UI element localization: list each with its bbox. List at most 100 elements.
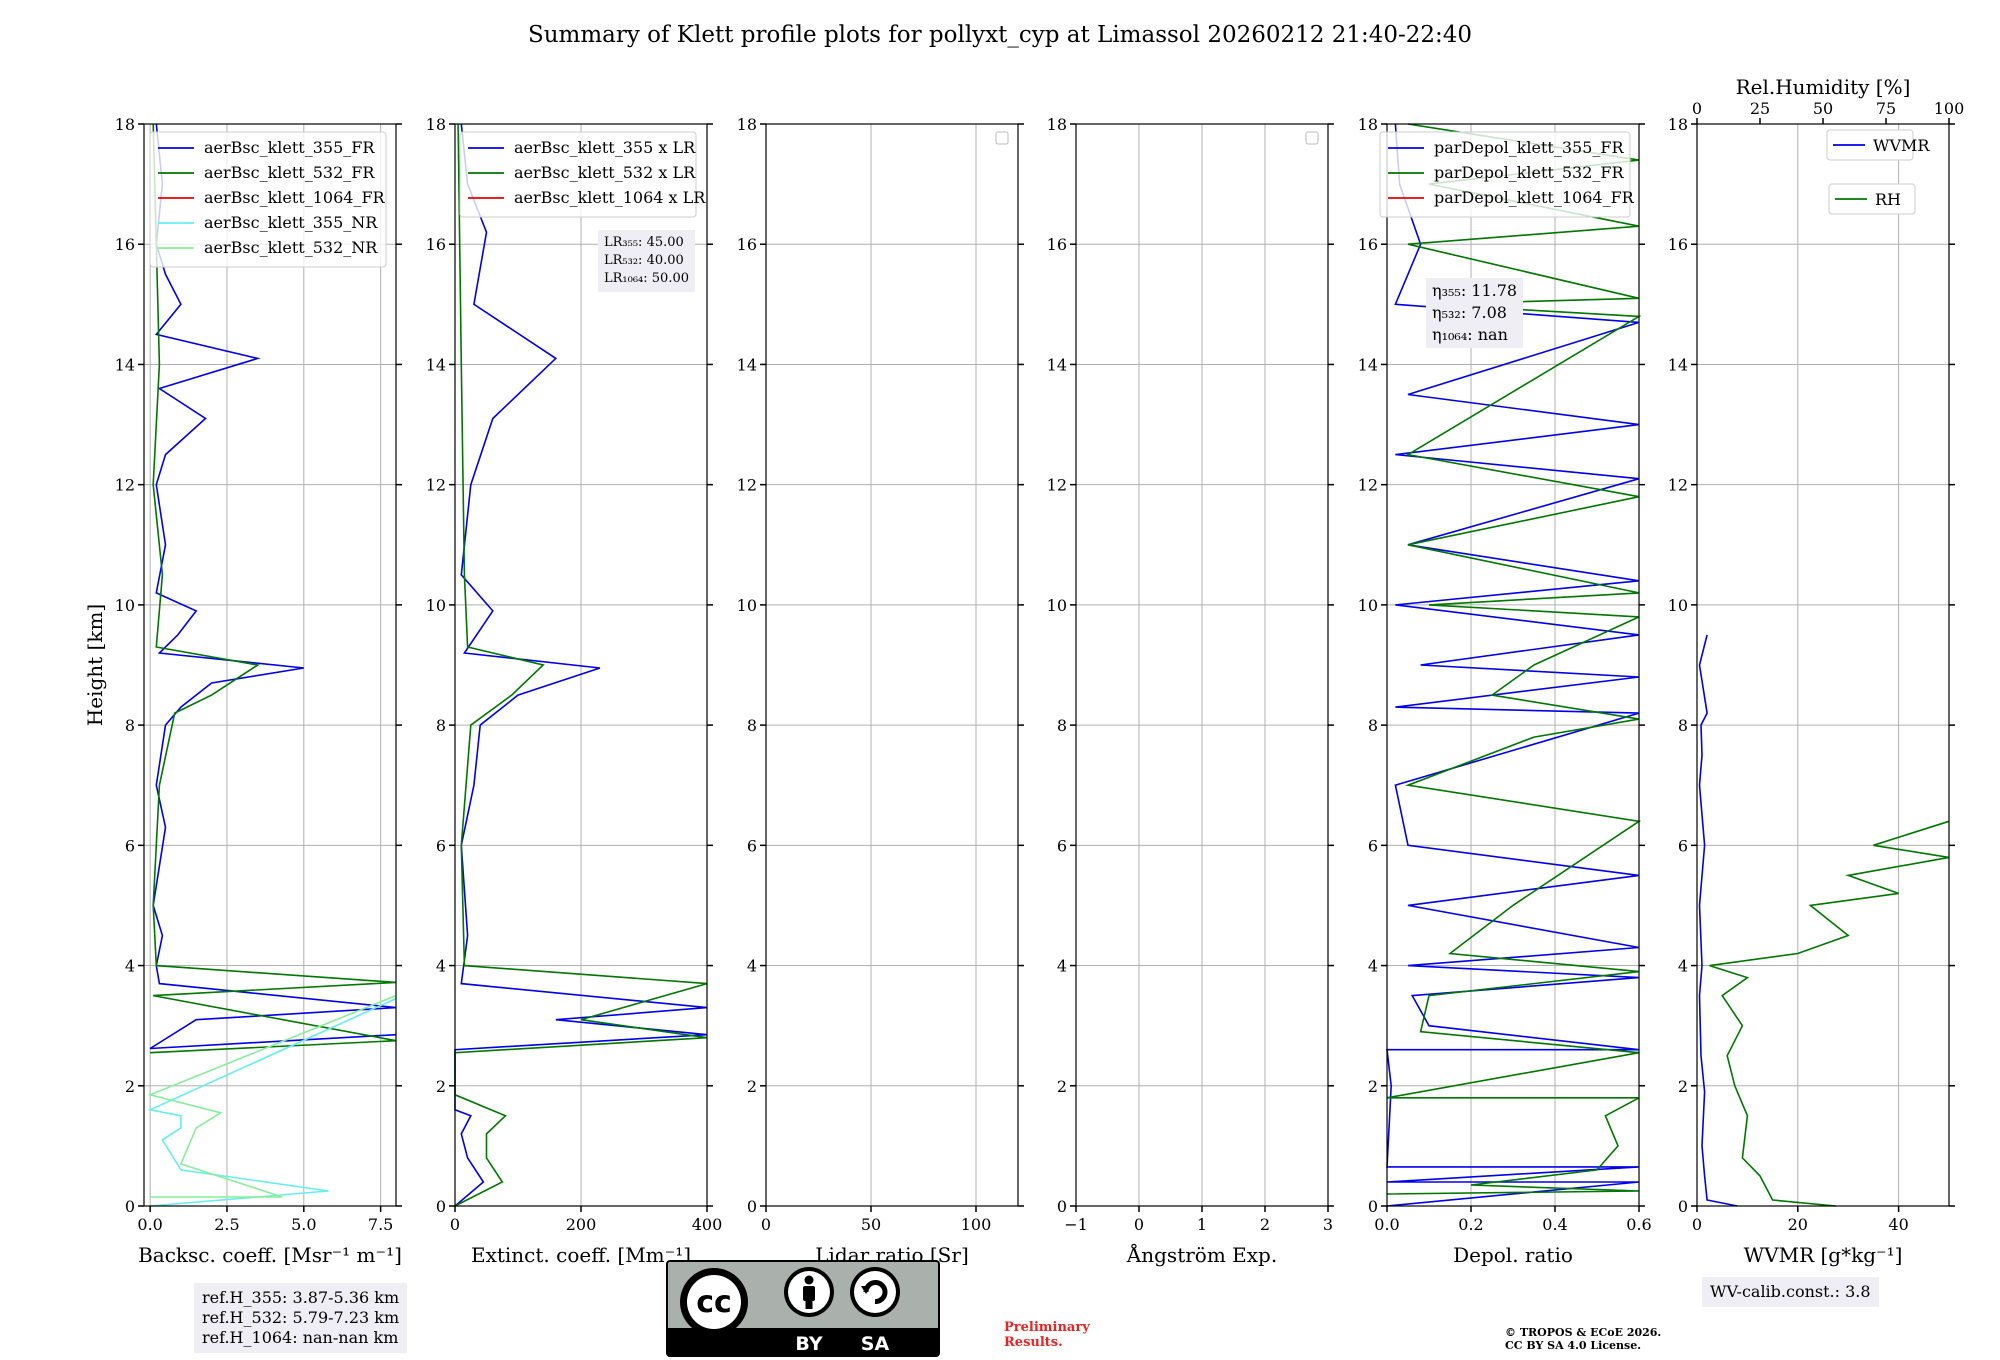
legend-entry: aerBsc_klett_355_NR (204, 213, 378, 232)
y-tick-label: 0 (436, 1197, 446, 1216)
x-tick-label: 20 (1788, 1215, 1808, 1234)
preliminary-note: Preliminary Results. (1004, 1320, 1090, 1350)
copyright-line-1: © TROPOS & ECoE 2026. (1505, 1326, 1662, 1339)
legend-box (459, 131, 697, 218)
y-tick-label: 4 (747, 957, 757, 976)
eta-532: η₅₃₂: 7.08 (1432, 303, 1507, 322)
legend-entry: parDepol_klett_355_FR (1434, 138, 1625, 157)
legend-entry: RH (1875, 190, 1901, 209)
legend-entry: aerBsc_klett_532_NR (204, 238, 378, 257)
x-tick-label: 200 (566, 1215, 597, 1234)
x-tick-label: 100 (961, 1215, 992, 1234)
y-tick-label: 14 (115, 355, 135, 374)
series-line-aerBsc_klett_532_FR (150, 123, 397, 1054)
preliminary-line-2: Results. (1004, 1335, 1063, 1350)
x-tick-label: 7.5 (368, 1215, 393, 1234)
y-tick-label: 4 (125, 957, 135, 976)
y-tick-label: 2 (1368, 1077, 1378, 1096)
y-tick-label: 2 (1678, 1077, 1688, 1096)
eta-355: η₃₅₅: 11.78 (1432, 281, 1518, 300)
y-tick-label: 16 (1047, 235, 1067, 254)
x-axis-label: Extinct. coeff. [Mm⁻¹] (471, 1243, 691, 1267)
y-tick-label: 4 (1368, 957, 1378, 976)
eta-1064: η₁₀₆₄: nan (1432, 325, 1508, 344)
x-axis-label: WVMR [g*kg⁻¹] (1744, 1243, 1903, 1267)
series-line-aerBsc_klett_355_FR (149, 123, 397, 1050)
series-line-WVMR (1698, 634, 1738, 1207)
y-tick-label: 6 (1678, 836, 1688, 855)
x-axis-label: Backsc. coeff. [Msr⁻¹ m⁻¹] (138, 1243, 402, 1267)
y-tick-label: 4 (1678, 957, 1688, 976)
y-tick-label: 10 (1358, 596, 1378, 615)
copyright-line-2: CC BY SA 4.0 License. (1505, 1339, 1642, 1352)
y-tick-label: 4 (436, 957, 446, 976)
series-line-parDepol_klett_355_FR (1386, 123, 1640, 1207)
empty-legend-box (1305, 131, 1319, 145)
legend-entry: aerBsc_klett_1064_FR (204, 188, 386, 207)
y-tick-label: 8 (125, 716, 135, 735)
x-tick-label: 0 (450, 1215, 460, 1234)
y-tick-label: 8 (436, 716, 446, 735)
legend: WVMR RH (1826, 129, 1930, 215)
y-tick-label: 6 (125, 836, 135, 855)
top-x-tick-label: 0 (1692, 99, 1702, 118)
ref-height-532: ref.H_532: 5.79-7.23 km (202, 1308, 400, 1327)
y-tick-label: 10 (115, 596, 135, 615)
legend: aerBsc_klett_355_FR aerBsc_klett_532_FRae… (149, 131, 387, 268)
top-x-tick-label: 100 (1934, 99, 1965, 118)
y-tick-label: 18 (1047, 115, 1067, 134)
legend-box (149, 131, 387, 268)
x-tick-label: 0.2 (1458, 1215, 1483, 1234)
legend-entry: aerBsc_klett_532 x LR (514, 163, 696, 182)
wv-calibration-box: WV-calib.const.: 3.8 (1702, 1277, 1879, 1307)
lidar-ratio-box: LR₃₅₅: 45.00 LR₅₃₂: 40.00 LR₁₀₆₄: 50.00 (598, 230, 695, 292)
y-tick-label: 14 (737, 355, 757, 374)
y-tick-label: 8 (1368, 716, 1378, 735)
y-tick-label: 16 (1668, 235, 1688, 254)
ref-height-355: ref.H_355: 3.87-5.36 km (202, 1288, 400, 1307)
x-axis-label: Ångström Exp. (1126, 1242, 1277, 1267)
plot-frame (1696, 123, 1950, 1207)
y-tick-label: 18 (426, 115, 446, 134)
legend-entry: WVMR (1873, 136, 1930, 155)
y-tick-label: 18 (1668, 115, 1688, 134)
x-tick-label: 0.0 (1374, 1215, 1399, 1234)
x-tick-label: 400 (692, 1215, 723, 1234)
y-tick-label: 6 (1057, 836, 1067, 855)
top-axis-label: Rel.Humidity [%] (1736, 75, 1911, 99)
y-tick-label: 8 (1678, 716, 1688, 735)
x-tick-label: 0 (1134, 1215, 1144, 1234)
panel-backscatter: 0 2 4 6 8 10 12 14 16 18 0.0 2.5 5.0 7.5 Backsc. coeff… (115, 115, 402, 1267)
x-tick-label: 1 (1197, 1215, 1207, 1234)
y-tick-label: 10 (426, 596, 446, 615)
y-tick-label: 18 (115, 115, 135, 134)
series-line-parDepol_klett_532_FR (1386, 123, 1642, 1195)
y-tick-label: 10 (737, 596, 757, 615)
x-tick-label: 0.6 (1626, 1215, 1651, 1234)
x-tick-label: 0 (1692, 1215, 1702, 1234)
copyright-note: © TROPOS & ECoE 2026. CC BY SA 4.0 Licen… (1505, 1326, 1661, 1352)
y-tick-label: 10 (1047, 596, 1067, 615)
eta-calibration-box: η₃₅₅: 11.78 η₅₃₂: 7.08 η₁₀₆₄: nan (1426, 278, 1524, 348)
legend-box (1826, 129, 1914, 161)
y-tick-label: 4 (1057, 957, 1067, 976)
x-tick-label: 0 (761, 1215, 771, 1234)
lr-1064: LR₁₀₆₄: 50.00 (604, 271, 689, 286)
y-tick-label: 18 (1358, 115, 1378, 134)
lr-355: LR₃₅₅: 45.00 (604, 235, 684, 250)
x-tick-label: 3 (1323, 1215, 1333, 1234)
y-tick-label: 6 (436, 836, 446, 855)
y-tick-label: 2 (436, 1077, 446, 1096)
legend-entry: aerBsc_klett_1064 x LR (514, 188, 706, 207)
panel-depol: 0 2 4 6 8 10 12 14 16 18 0.0 0.2 0.4 0.6 Depol. ratio p… (1358, 115, 1652, 1267)
y-tick-label: 14 (1668, 355, 1688, 374)
by-label: BY (795, 1333, 822, 1355)
y-tick-label: 14 (1358, 355, 1378, 374)
y-tick-label: 2 (1057, 1077, 1067, 1096)
y-tick-label: 0 (1057, 1197, 1067, 1216)
y-tick-label: 0 (1678, 1197, 1688, 1216)
y-tick-label: 12 (1047, 476, 1067, 495)
